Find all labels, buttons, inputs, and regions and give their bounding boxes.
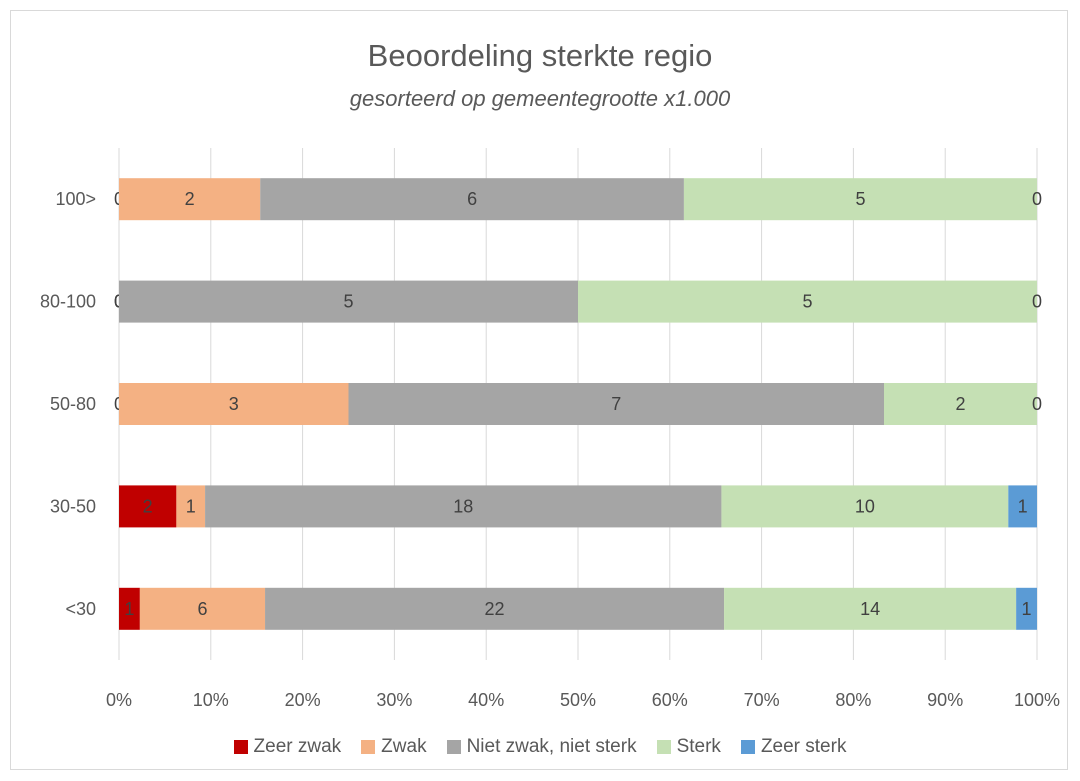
x-tick-label: 90%	[927, 690, 963, 710]
x-tick-label: 0%	[106, 690, 132, 710]
chart-legend: Zeer zwak Zwak Niet zwak, niet sterk Sterk Z…	[0, 736, 1080, 758]
legend-swatch	[361, 740, 376, 754]
legend-swatch	[740, 740, 755, 754]
legend-item: Zeer zwak	[233, 736, 342, 758]
data-label: 18	[453, 496, 473, 516]
x-tick-label: 40%	[468, 690, 504, 710]
legend-swatch	[656, 740, 671, 754]
legend-swatch	[446, 740, 461, 754]
x-tick-label: 80%	[835, 690, 871, 710]
data-label: 3	[229, 394, 239, 414]
x-tick-label: 60%	[652, 690, 688, 710]
bar-segment	[1008, 485, 1037, 528]
legend-label: Niet zwak, niet sterk	[466, 736, 637, 757]
data-label: 10	[855, 496, 875, 516]
y-category-label: 80-100	[40, 292, 96, 312]
data-label: 1	[124, 599, 134, 619]
data-label: 0	[1032, 189, 1042, 209]
data-label: 7	[611, 394, 621, 414]
bar-segment	[139, 587, 266, 630]
legend-item: Niet zwak, niet sterk	[446, 736, 637, 758]
y-category-label: <30	[65, 599, 96, 619]
bar-segment	[176, 485, 206, 528]
bar-segment	[119, 485, 177, 528]
bar-segment	[119, 587, 140, 630]
data-label: 5	[855, 189, 865, 209]
y-category-label: 50-80	[50, 394, 96, 414]
bar-segment	[724, 587, 1017, 630]
data-label: 1	[1022, 599, 1032, 619]
data-label: 5	[802, 292, 812, 312]
legend-item: Zwak	[361, 736, 427, 758]
bar-segment	[1016, 587, 1037, 630]
data-label: 6	[467, 189, 477, 209]
bar-segment	[260, 178, 684, 221]
legend-swatch	[233, 740, 248, 754]
legend-item: Zeer sterk	[740, 736, 847, 758]
bar-segment	[348, 383, 884, 425]
legend-label: Zeer sterk	[760, 736, 847, 757]
x-tick-label: 20%	[285, 690, 321, 710]
data-label: 1	[186, 496, 196, 516]
data-label: 2	[143, 496, 153, 516]
y-category-label: 100>	[55, 189, 96, 209]
bar-segment	[721, 485, 1009, 528]
bar-segment	[119, 383, 349, 425]
data-label: 14	[860, 599, 880, 619]
legend-label: Zwak	[381, 736, 427, 757]
data-label: 5	[343, 292, 353, 312]
data-label: 2	[185, 189, 195, 209]
data-label: 22	[485, 599, 505, 619]
bar-segment	[119, 280, 578, 323]
bar-segment	[205, 485, 722, 528]
bar-segment	[119, 178, 261, 221]
bar-segment	[265, 587, 725, 630]
x-tick-label: 50%	[560, 690, 596, 710]
bar-segment	[683, 178, 1037, 221]
data-label: 1	[1018, 496, 1028, 516]
data-label: 2	[955, 394, 965, 414]
x-tick-label: 10%	[193, 690, 229, 710]
chart-title: Beoordeling sterkte regio	[367, 38, 713, 73]
x-tick-label: 100%	[1014, 690, 1060, 710]
y-category-label: 30-50	[50, 496, 96, 516]
data-label: 6	[197, 599, 207, 619]
bar-segment	[578, 280, 1037, 323]
data-label: 0	[1032, 292, 1042, 312]
legend-item: Sterk	[656, 736, 721, 758]
legend-label: Zeer zwak	[253, 736, 342, 757]
x-tick-label: 70%	[744, 690, 780, 710]
bar-segment	[884, 383, 1037, 425]
legend-label: Sterk	[676, 736, 721, 757]
chart-subtitle: gesorteerd op gemeentegrootte x1.000	[349, 86, 731, 111]
x-tick-label: 30%	[376, 690, 412, 710]
data-label: 0	[1032, 394, 1042, 414]
